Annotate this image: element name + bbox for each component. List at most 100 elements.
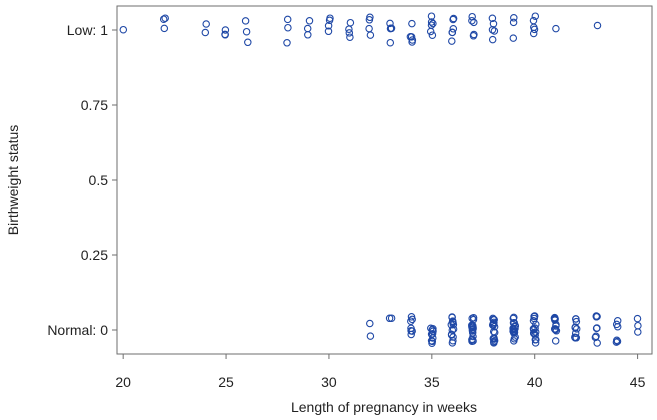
data-point (202, 20, 210, 28)
data-point (366, 13, 374, 22)
data-point (448, 37, 456, 45)
x-tick-label: 40 (527, 374, 543, 390)
data-point (408, 315, 416, 324)
x-tick-label: 35 (424, 374, 440, 390)
data-point (386, 24, 395, 33)
y-tick-label: Low: 1 (67, 22, 108, 38)
data-point (449, 15, 457, 24)
data-point (552, 24, 560, 33)
data-point (468, 336, 476, 344)
data-point (531, 12, 540, 20)
data-point (305, 17, 314, 25)
data-point (633, 314, 642, 323)
data-point (427, 12, 436, 20)
data-point (448, 339, 457, 347)
data-point (488, 35, 497, 44)
data-point (530, 312, 538, 321)
data-point (613, 337, 622, 346)
data-point (593, 312, 601, 321)
data-point (407, 327, 415, 335)
data-point (407, 33, 416, 41)
data-point (571, 333, 579, 341)
data-point (386, 19, 394, 28)
data-point (448, 326, 457, 334)
y-tick-label: 0.25 (81, 247, 108, 263)
data-point (488, 14, 497, 23)
y-tick-label: 0.75 (81, 97, 108, 113)
data-point (572, 325, 581, 333)
data-point (408, 19, 416, 28)
y-tick-label: 0.5 (89, 172, 109, 188)
data-point (366, 31, 375, 39)
data-point (242, 27, 251, 36)
data-point (244, 38, 252, 47)
data-point (345, 25, 353, 33)
data-point (385, 314, 394, 323)
data-point (427, 330, 436, 339)
data-point (427, 21, 436, 29)
x-axis: 20 25 30 35 40 45 (115, 354, 646, 390)
data-point (550, 325, 559, 333)
y-axis: Normal: 0 0.25 0.5 0.75 Low: 1 (47, 22, 117, 338)
data-point (531, 324, 539, 332)
data-point (324, 22, 333, 30)
data-point (531, 331, 539, 339)
data-point (427, 18, 436, 26)
data-point (489, 315, 498, 324)
data-point (490, 27, 499, 35)
data-point (571, 323, 580, 331)
data-point (386, 38, 395, 47)
data-point (428, 339, 436, 347)
data-point (532, 320, 540, 329)
data-point (634, 328, 642, 336)
data-point (468, 16, 476, 25)
y-tick-label: Normal: 0 (47, 322, 108, 338)
data-point (510, 319, 518, 327)
data-point (448, 28, 457, 37)
data-point (510, 313, 518, 322)
data-point (509, 34, 518, 42)
data-point (634, 321, 642, 330)
x-tick-label: 25 (218, 374, 234, 390)
data-points (119, 12, 642, 347)
data-point (159, 15, 168, 23)
data-point (346, 33, 354, 41)
data-point (241, 17, 250, 25)
data-point (613, 336, 621, 345)
data-point (161, 14, 169, 22)
data-point (448, 313, 456, 321)
data-point (593, 339, 601, 347)
data-point (304, 31, 312, 39)
data-point (366, 332, 375, 340)
data-point (324, 27, 333, 36)
data-point (283, 15, 292, 24)
plot-frame (116, 5, 653, 355)
data-point (303, 24, 312, 33)
data-point (531, 339, 540, 347)
data-point (470, 18, 478, 27)
data-point (221, 26, 230, 34)
data-point (489, 327, 498, 336)
data-point (572, 315, 580, 323)
data-point (490, 339, 498, 347)
data-point (447, 331, 456, 339)
data-point (510, 14, 518, 22)
x-tick-label: 20 (115, 374, 131, 390)
data-point (490, 335, 498, 343)
data-point (469, 332, 477, 341)
data-point (366, 319, 374, 328)
data-point (346, 18, 355, 27)
data-point (551, 337, 560, 345)
data-point (407, 330, 415, 339)
data-point (489, 20, 498, 28)
data-point (429, 19, 437, 28)
data-point (529, 316, 538, 325)
data-point (345, 29, 354, 37)
data-point (510, 328, 519, 337)
data-point (488, 26, 497, 34)
data-point (530, 25, 539, 34)
data-point (284, 23, 292, 32)
data-point (449, 320, 458, 329)
data-point (449, 25, 458, 33)
